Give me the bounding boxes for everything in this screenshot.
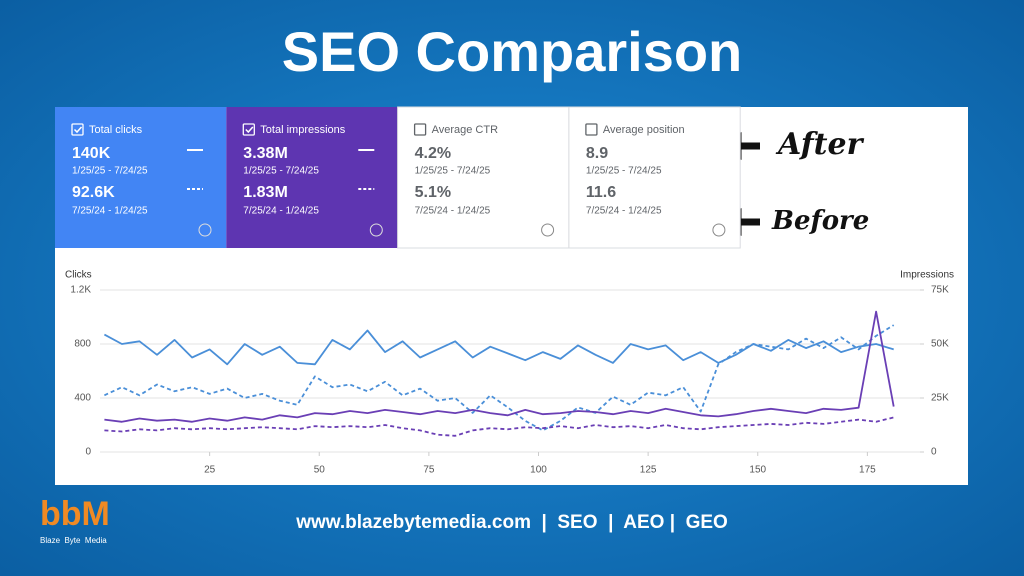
y-tick-label: 1.2K [70, 285, 91, 296]
y-tick-label: 0 [85, 447, 91, 458]
metric-before-range: 7/25/24 - 1/24/25 [72, 206, 148, 217]
checkmark [245, 126, 254, 134]
checkbox [413, 123, 427, 136]
y2-axis-title: Impressions [900, 270, 954, 281]
x-tick-label: 175 [859, 465, 876, 476]
checkbox [585, 123, 598, 136]
metric-before-range: 7/25/24 - 1/24/25 [415, 206, 491, 217]
metric-before: 5.1% [415, 184, 451, 201]
metric-after: 3.38M [243, 145, 287, 162]
x-tick-label: 75 [423, 465, 435, 476]
series-line [104, 324, 895, 432]
x-tick-label: 100 [530, 465, 547, 476]
metric-before: 11.6 [586, 184, 616, 201]
y-tick-label: 800 [74, 339, 91, 350]
metric-label: Total impressions [260, 124, 345, 136]
y2-tick-label: 50K [931, 339, 949, 350]
help-icon [198, 223, 212, 237]
checkbox [242, 123, 255, 136]
y2-tick-label: 0 [931, 447, 937, 458]
before-note: Before [771, 206, 869, 236]
help-icon [712, 223, 726, 237]
logo-text: Blaze Byte Media [40, 536, 107, 545]
after-note: After [775, 127, 865, 162]
page-title: SEO Comparison [282, 20, 743, 83]
series-line [103, 329, 894, 366]
metric-after-range: 1/25/25 - 7/24/25 [72, 166, 148, 177]
metric-label: Total clicks [89, 124, 143, 136]
y2-tick-label: 75K [931, 285, 949, 296]
help-icon [541, 223, 555, 237]
x-tick-label: 150 [749, 465, 766, 476]
metric-after-range: 1/25/25 - 7/24/25 [243, 166, 319, 177]
metric-after-range: 1/25/25 - 7/24/25 [586, 166, 662, 177]
help-icon [369, 223, 383, 237]
metric-after: 4.2% [415, 145, 451, 162]
metric-after: 8.9 [586, 145, 608, 162]
logo-mark: bbM [40, 495, 110, 533]
metric-after: 140K [72, 145, 111, 162]
x-tick-label: 125 [640, 465, 657, 476]
y-axis-title: Clicks [65, 270, 92, 281]
metric-label: Average CTR [432, 124, 498, 136]
y-tick-label: 400 [74, 393, 91, 404]
series-line [104, 310, 895, 423]
checkmark [73, 126, 83, 134]
metric-before-range: 7/25/24 - 1/24/25 [586, 206, 662, 217]
y2-tick-label: 25K [931, 393, 949, 404]
metric-before: 1.83M [243, 184, 287, 201]
metric-before-range: 7/25/24 - 1/24/25 [243, 206, 319, 217]
checkbox [71, 123, 84, 136]
x-tick-label: 25 [204, 465, 216, 476]
footer: www.blazebytemedia.com | SEO | AEO | GEO [295, 512, 728, 533]
metric-after-range: 1/25/25 - 7/24/25 [415, 166, 491, 177]
x-tick-label: 50 [314, 465, 326, 476]
metric-before: 92.6K [72, 184, 115, 201]
metric-label: Average position [603, 124, 685, 136]
